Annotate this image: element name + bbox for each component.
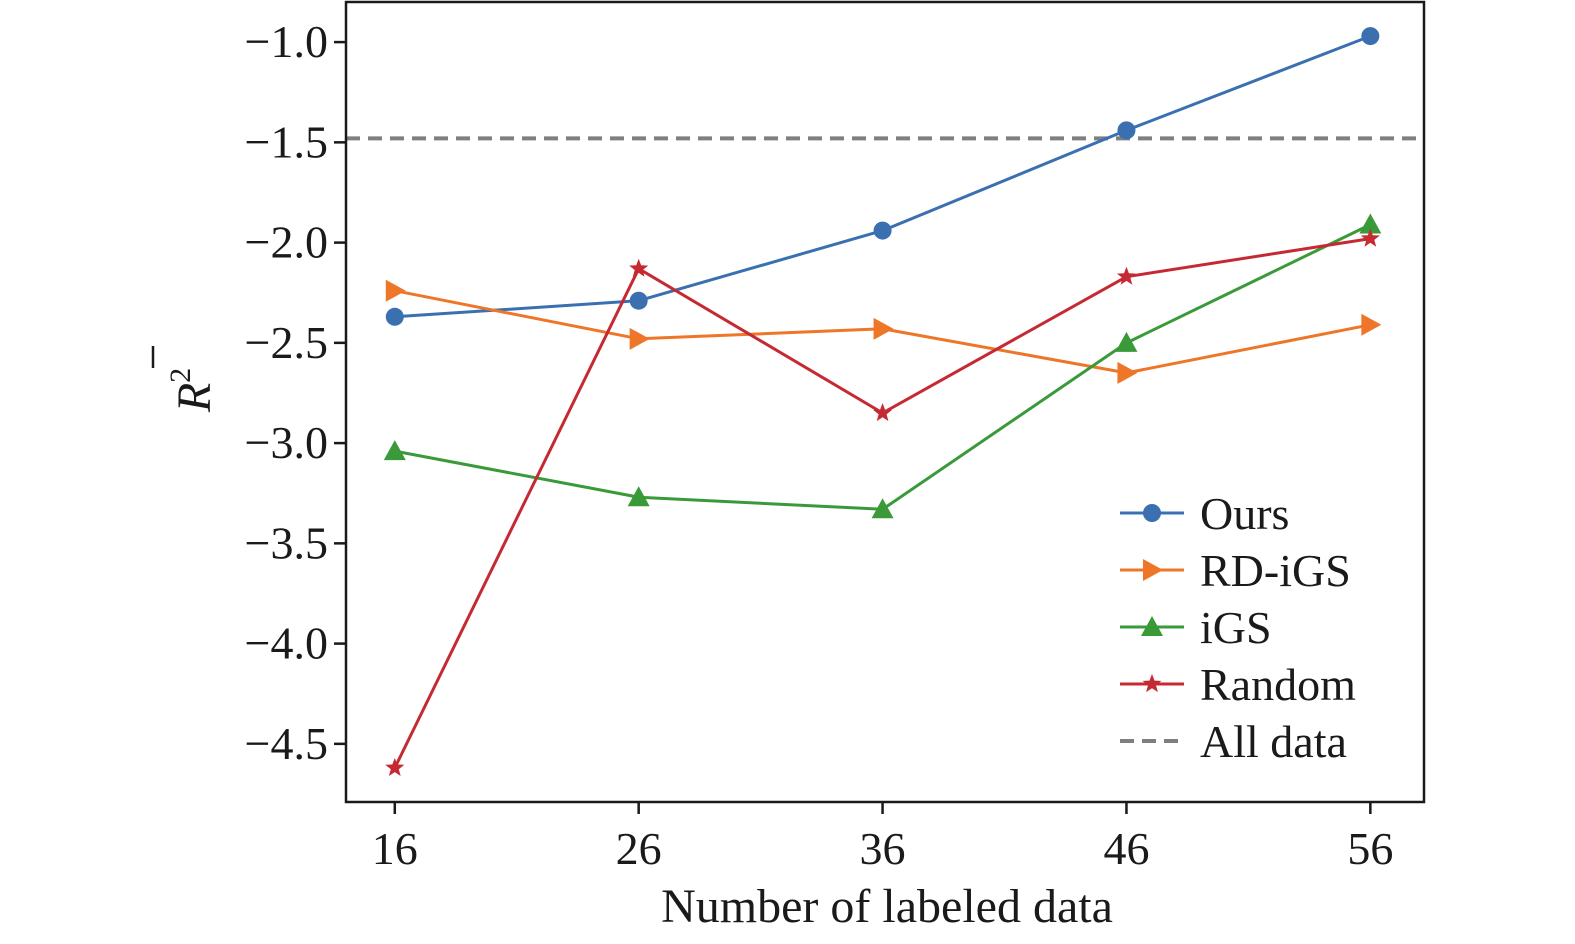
plot-frame xyxy=(344,0,1426,804)
y-tick-label: −3.0 xyxy=(245,417,328,468)
x-axis-label: Number of labeled data xyxy=(661,880,1113,933)
x-tick-label: 56 xyxy=(1347,823,1393,874)
series-igs xyxy=(383,213,1382,519)
data-point xyxy=(1361,27,1380,46)
legend-entry: RD-iGS xyxy=(1120,545,1351,596)
data-point xyxy=(1115,331,1138,352)
y-tick-label: −4.0 xyxy=(245,618,328,669)
series-rd-igs xyxy=(385,279,1382,384)
legend: Ours RD-iGS iGS Random All data xyxy=(1120,488,1356,767)
series-ours xyxy=(385,27,1380,326)
data-point xyxy=(385,757,405,776)
y-axis: −1.0 −1.5 −2.0 −2.5 −3.0 −3.5 −4.0 −4.5 xyxy=(245,16,346,769)
y-tick-label: −3.5 xyxy=(245,517,328,568)
legend-label: Random xyxy=(1200,659,1356,710)
data-point xyxy=(873,221,892,240)
legend-marker xyxy=(1142,674,1162,693)
legend-marker xyxy=(1143,559,1163,581)
data-point xyxy=(1360,228,1380,247)
svg-text:R2: R2 xyxy=(164,368,221,413)
legend-label: iGS xyxy=(1200,602,1272,653)
y-tick-label: −1.5 xyxy=(245,116,328,167)
data-point xyxy=(385,279,406,302)
y-tick-label: −1.0 xyxy=(245,16,328,67)
plot-lines xyxy=(346,27,1424,776)
x-tick-label: 26 xyxy=(616,823,662,874)
data-point xyxy=(1361,313,1382,336)
data-point xyxy=(383,440,406,461)
data-point xyxy=(1117,361,1138,384)
legend-label: All data xyxy=(1200,716,1347,767)
y-tick-label: −4.5 xyxy=(245,718,328,769)
legend-marker xyxy=(1143,504,1161,522)
series-random xyxy=(385,228,1380,776)
data-point xyxy=(1116,266,1136,285)
x-tick-label: 46 xyxy=(1103,823,1149,874)
data-point xyxy=(873,403,893,422)
legend-entry: Random xyxy=(1120,659,1356,710)
x-tick-label: 16 xyxy=(372,823,418,874)
x-tick-label: 36 xyxy=(860,823,906,874)
data-point xyxy=(1359,213,1382,234)
y-axis-label-main: R xyxy=(168,383,221,413)
data-point xyxy=(629,327,650,350)
series-line xyxy=(394,34,1371,319)
data-point xyxy=(385,307,404,326)
data-point xyxy=(1117,121,1136,140)
legend-entry: iGS xyxy=(1120,602,1272,653)
x-axis: 16 26 36 46 56 xyxy=(372,802,1393,874)
data-point xyxy=(873,317,894,340)
data-point xyxy=(629,291,648,310)
y-tick-label: −2.0 xyxy=(245,217,328,268)
y-tick-label: −2.5 xyxy=(245,317,328,368)
y-axis-label-superscript: 2 xyxy=(164,368,197,383)
legend-label: RD-iGS xyxy=(1200,545,1351,596)
data-point xyxy=(629,258,649,277)
legend-label: Ours xyxy=(1200,488,1289,539)
legend-entry: All data xyxy=(1120,716,1347,767)
legend-marker xyxy=(1141,616,1163,636)
data-point xyxy=(627,486,650,507)
y-axis-label: R2 xyxy=(151,346,221,413)
data-point xyxy=(871,498,894,519)
legend-entry: Ours xyxy=(1120,488,1289,539)
